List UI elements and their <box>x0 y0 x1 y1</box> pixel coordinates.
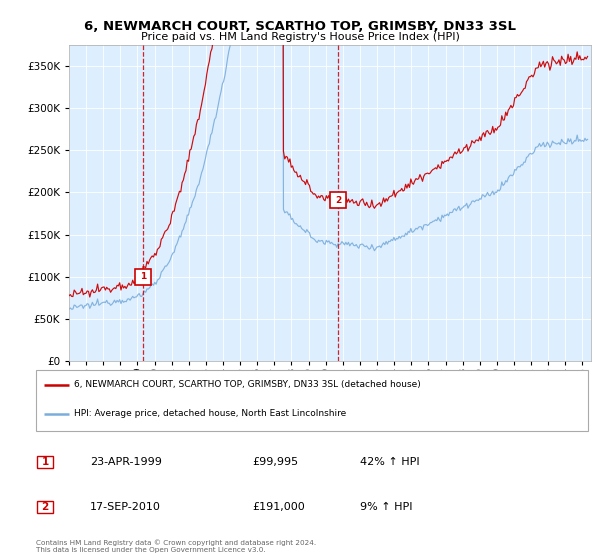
FancyBboxPatch shape <box>37 501 53 513</box>
Text: £191,000: £191,000 <box>252 502 305 512</box>
FancyBboxPatch shape <box>36 370 588 431</box>
Text: Price paid vs. HM Land Registry's House Price Index (HPI): Price paid vs. HM Land Registry's House … <box>140 32 460 43</box>
Text: Contains HM Land Registry data © Crown copyright and database right 2024.
This d: Contains HM Land Registry data © Crown c… <box>36 540 316 553</box>
Text: 42% ↑ HPI: 42% ↑ HPI <box>360 457 419 467</box>
Text: 2: 2 <box>41 502 49 512</box>
FancyBboxPatch shape <box>37 456 53 468</box>
Text: 2: 2 <box>335 195 341 204</box>
Text: £99,995: £99,995 <box>252 457 298 467</box>
Text: 17-SEP-2010: 17-SEP-2010 <box>90 502 161 512</box>
Text: 6, NEWMARCH COURT, SCARTHO TOP, GRIMSBY, DN33 3SL (detached house): 6, NEWMARCH COURT, SCARTHO TOP, GRIMSBY,… <box>74 380 420 390</box>
Text: 23-APR-1999: 23-APR-1999 <box>90 457 162 467</box>
Text: 6, NEWMARCH COURT, SCARTHO TOP, GRIMSBY, DN33 3SL: 6, NEWMARCH COURT, SCARTHO TOP, GRIMSBY,… <box>84 20 516 32</box>
Text: 1: 1 <box>140 272 146 281</box>
Text: 1: 1 <box>41 457 49 467</box>
Text: HPI: Average price, detached house, North East Lincolnshire: HPI: Average price, detached house, Nort… <box>74 409 346 418</box>
Text: 9% ↑ HPI: 9% ↑ HPI <box>360 502 413 512</box>
